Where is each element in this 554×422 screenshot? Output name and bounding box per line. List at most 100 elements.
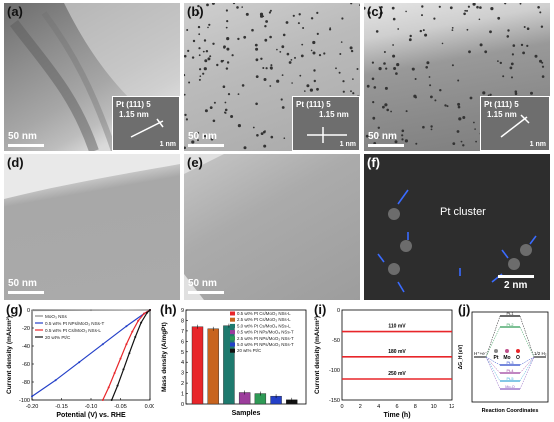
tem-particle <box>323 52 326 55</box>
tem-particle <box>452 142 456 146</box>
data-point <box>143 312 146 315</box>
data-point <box>149 309 151 311</box>
tem-particle <box>489 30 492 34</box>
tem-particle <box>534 54 538 58</box>
legend-entry: 20 wt% Pt/C <box>237 348 261 353</box>
tem-particle <box>419 29 422 33</box>
panel-a-hrtem-inset: Pt (111) 5 1.15 nm 1 nm <box>112 96 180 151</box>
tem-particle <box>364 6 366 10</box>
legend-entry: 5.0 wt% Pt NPs/MoO₃ NSs-T <box>237 342 294 347</box>
panel-a-inset-line1: Pt (111) 5 <box>116 100 151 109</box>
tem-particle <box>245 12 249 16</box>
y-axis-label: ΔG_H (eV) <box>458 344 464 369</box>
data-point <box>110 399 113 401</box>
y-tick-label: 9 <box>181 308 184 314</box>
tem-particle <box>392 17 396 21</box>
tem-particle <box>426 61 430 65</box>
series-label: 250 mV <box>388 371 406 377</box>
tem-particle <box>338 71 341 74</box>
tem-particle <box>312 40 316 45</box>
tem-particle <box>241 84 245 87</box>
data-point <box>137 319 140 322</box>
tem-particle <box>184 146 186 150</box>
tem-particle <box>405 10 407 13</box>
tem-particle <box>225 9 228 12</box>
tem-particle <box>256 134 259 137</box>
legend-marker <box>516 349 520 353</box>
tem-particle <box>283 137 286 139</box>
tem-particle <box>206 3 209 7</box>
tem-particle <box>409 34 412 38</box>
tem-particle <box>270 67 273 70</box>
data-point <box>128 352 131 355</box>
y-tick-label: 8 <box>181 318 184 324</box>
tem-particle <box>462 116 466 119</box>
tem-particle <box>298 13 301 16</box>
tem-particle <box>236 6 239 9</box>
tem-particle <box>392 54 396 58</box>
panel-a-label: (a) <box>7 4 23 19</box>
tem-particle <box>384 86 388 90</box>
tem-particle <box>490 7 494 11</box>
tem-particle <box>226 61 230 64</box>
panel-i-stability-chart: 0 2 4 6 8 10 12 0 -50 -100 -150 Time (h) Current den… <box>314 308 454 419</box>
tem-particle <box>356 68 359 70</box>
tem-particle <box>371 61 374 64</box>
left-state-label: H⁺+e⁻ <box>474 351 488 356</box>
tem-particle <box>375 30 379 33</box>
tem-particle <box>316 87 319 91</box>
tem-particle <box>226 37 230 41</box>
tem-particle <box>489 93 492 97</box>
panel-a-scalebar: 50 nm <box>8 131 44 147</box>
connector <box>485 326 501 358</box>
tem-particle <box>255 47 259 51</box>
tem-particle <box>198 78 201 81</box>
series-line <box>102 309 151 401</box>
tem-particle <box>511 53 514 56</box>
tem-particle <box>438 5 441 8</box>
connector <box>485 356 501 374</box>
y-axis-label: Mass density (A/mgPt) <box>161 322 168 392</box>
tem-particle <box>207 57 211 61</box>
tem-particle <box>260 57 263 60</box>
tem-particle <box>199 75 202 77</box>
tem-particle <box>243 35 247 39</box>
tem-particle <box>198 33 201 36</box>
connector <box>519 356 535 382</box>
tem-particle <box>216 63 219 67</box>
tem-particle <box>383 62 386 65</box>
data-point <box>125 343 128 346</box>
tem-particle <box>260 132 264 136</box>
x-tick-label: 10 <box>431 404 437 410</box>
tem-particle <box>421 5 424 8</box>
tem-particle <box>211 3 215 5</box>
y-tick-label: 4 <box>181 360 184 366</box>
tem-particle <box>497 60 499 62</box>
tem-particle <box>318 54 322 57</box>
level-label: Mo-O <box>505 385 515 389</box>
panel-j-label: (j) <box>458 302 471 317</box>
tem-particle <box>449 6 453 10</box>
tem-particle <box>373 86 377 89</box>
tem-particle <box>197 4 200 8</box>
tem-particle <box>395 72 398 75</box>
tem-particle <box>539 11 542 14</box>
y-tick-label: -80 <box>22 380 30 386</box>
panel-e-label: (e) <box>187 155 203 170</box>
connector <box>485 356 501 382</box>
legend-entry: 0.5 wt% Pt Cs/MoO₃ NSs-L <box>237 311 291 316</box>
tem-particle <box>430 125 433 128</box>
tem-particle <box>378 67 382 71</box>
y-tick-label: -50 <box>332 338 340 344</box>
tem-particle <box>422 29 425 32</box>
tem-particle <box>382 105 385 109</box>
data-point <box>31 309 33 312</box>
tem-particle <box>509 66 513 70</box>
panel-f-clusters <box>377 189 537 293</box>
tem-particle <box>225 26 228 29</box>
x-tick-label: 6 <box>395 404 398 410</box>
panel-f-scalebar: 2 nm <box>498 275 534 291</box>
tem-particle <box>335 67 337 70</box>
tem-particle <box>350 90 352 93</box>
connector <box>519 315 535 358</box>
